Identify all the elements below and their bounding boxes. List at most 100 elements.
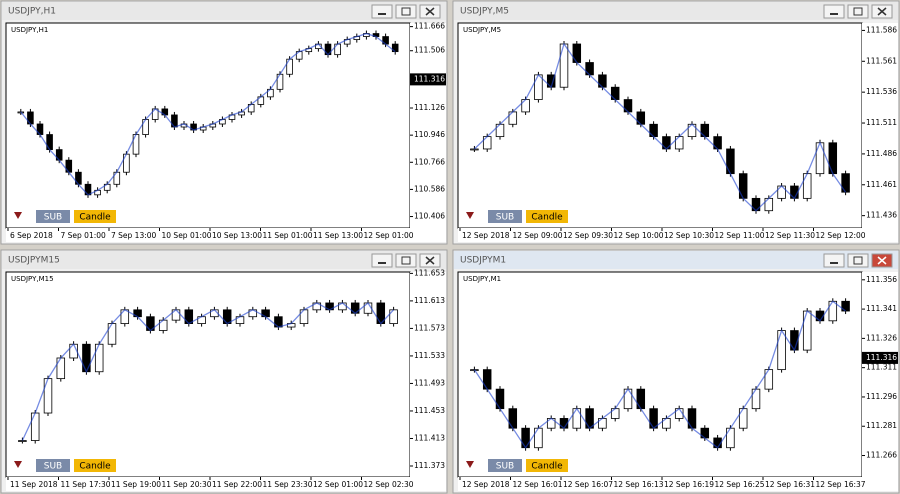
symbol-label: USDJPY,M15 — [11, 275, 54, 283]
icon — [877, 256, 887, 265]
candle — [482, 369, 492, 390]
time-label: 12 Sep 16:07 — [563, 480, 613, 489]
price-label: 111.493 — [414, 378, 445, 387]
time-label: 11 Sep 01:00 — [263, 231, 313, 240]
time-label: 12 Sep 12:00 — [816, 231, 866, 240]
current-price: 111.316 — [414, 74, 445, 83]
candle — [802, 310, 812, 351]
price-label: 111.341 — [866, 304, 897, 313]
title-bar — [454, 2, 898, 20]
time-label: 10 Sep 13:00 — [212, 231, 262, 240]
candle — [738, 408, 748, 429]
price-label: 111.266 — [866, 451, 897, 460]
maximize-button[interactable] — [847, 4, 869, 19]
maximize-button[interactable] — [395, 4, 417, 19]
price-label: 111.311 — [866, 363, 897, 372]
time-label: 7 Sep 13:00 — [111, 231, 157, 240]
maximize-button[interactable] — [847, 253, 869, 268]
sub-button[interactable] — [36, 459, 70, 472]
price-label: 111.281 — [866, 421, 897, 430]
price-label: 111.533 — [414, 351, 445, 360]
price-axis — [410, 272, 446, 477]
current-price: 111.316 — [866, 353, 897, 362]
price-label: 111.126 — [414, 103, 445, 112]
marker — [14, 212, 22, 219]
time-label: 12 Sep 16:31 — [765, 480, 815, 489]
price-label: 111.561 — [866, 56, 897, 65]
price-label: 111.453 — [414, 406, 445, 415]
icon — [853, 7, 863, 16]
chart-area — [457, 271, 863, 478]
candle-button[interactable] — [526, 459, 568, 472]
price-label: 111.486 — [866, 149, 897, 158]
symbol-label: USDJPY,M1 — [463, 275, 501, 283]
title-bar — [2, 2, 446, 20]
time-label: 12 Sep 16:25 — [715, 480, 765, 489]
time-label: 12 Sep 02:30 — [364, 480, 414, 489]
candle-button[interactable] — [526, 210, 568, 223]
price-label: 111.326 — [866, 333, 897, 342]
time-label: 12 Sep 16:13 — [614, 480, 664, 489]
candle — [18, 440, 27, 442]
price-axis — [862, 23, 898, 228]
price-label: 111.506 — [414, 46, 445, 55]
time-label: 12 Sep 11:00 — [715, 231, 765, 240]
candle — [572, 408, 582, 429]
time-axis — [458, 477, 898, 491]
price-label: 111.511 — [866, 118, 897, 127]
sub-button[interactable] — [488, 210, 522, 223]
time-label: 7 Sep 01:00 — [61, 231, 107, 240]
candle — [43, 378, 53, 414]
price-label: 111.653 — [414, 268, 445, 277]
candle — [815, 142, 825, 175]
time-axis — [458, 228, 898, 242]
candle — [738, 173, 748, 199]
sub-button[interactable] — [36, 210, 70, 223]
time-label: 11 Sep 13:00 — [313, 231, 363, 240]
window-title: USDJPY,H1 — [8, 7, 56, 17]
candle — [841, 300, 850, 312]
time-label: 12 Sep 2018 — [462, 480, 510, 489]
candle — [391, 43, 399, 53]
candle — [56, 357, 66, 380]
minimize-button[interactable] — [823, 253, 845, 268]
maximize-button[interactable] — [395, 253, 417, 268]
minimize-button[interactable] — [371, 253, 393, 268]
sub-text: SUB — [44, 213, 62, 223]
candle-button[interactable] — [74, 459, 116, 472]
close-line — [21, 302, 395, 441]
minimize-button[interactable] — [823, 4, 845, 19]
marker — [14, 461, 22, 468]
price-axis — [410, 23, 446, 228]
time-label: 11 Sep 23:30 — [263, 480, 313, 489]
candle — [802, 173, 812, 199]
candle — [94, 343, 104, 373]
candle — [777, 330, 786, 371]
time-label: 12 Sep 10:00 — [614, 231, 664, 240]
time-label: 12 Sep 16:19 — [664, 480, 714, 489]
sub-button[interactable] — [488, 459, 522, 472]
price-label: 111.613 — [414, 296, 445, 305]
icon — [853, 256, 863, 265]
price-label: 110.946 — [414, 130, 445, 139]
time-label: 12 Sep 11:30 — [765, 231, 815, 240]
candle-text: Candle — [531, 462, 563, 472]
sub-text: SUB — [496, 213, 514, 223]
candle-text: Candle — [79, 213, 111, 223]
time-label: 11 Sep 22:00 — [212, 480, 262, 489]
window-title: USDJPYM1 — [460, 256, 506, 266]
candle-text: Candle — [531, 213, 563, 223]
minimize-button[interactable] — [371, 4, 393, 19]
time-label: 12 Sep 16:01 — [513, 480, 563, 489]
symbol-label: USDJPY,H1 — [11, 26, 48, 34]
price-label: 111.413 — [414, 433, 445, 442]
marker — [466, 461, 474, 468]
time-label: 12 Sep 09:30 — [563, 231, 613, 240]
icon — [425, 7, 435, 16]
candle-text: Candle — [79, 462, 111, 472]
chart-area — [5, 271, 411, 478]
price-label: 111.666 — [414, 22, 445, 31]
candle-button[interactable] — [74, 210, 116, 223]
time-label: 12 Sep 10:30 — [664, 231, 714, 240]
time-axis — [6, 228, 446, 242]
